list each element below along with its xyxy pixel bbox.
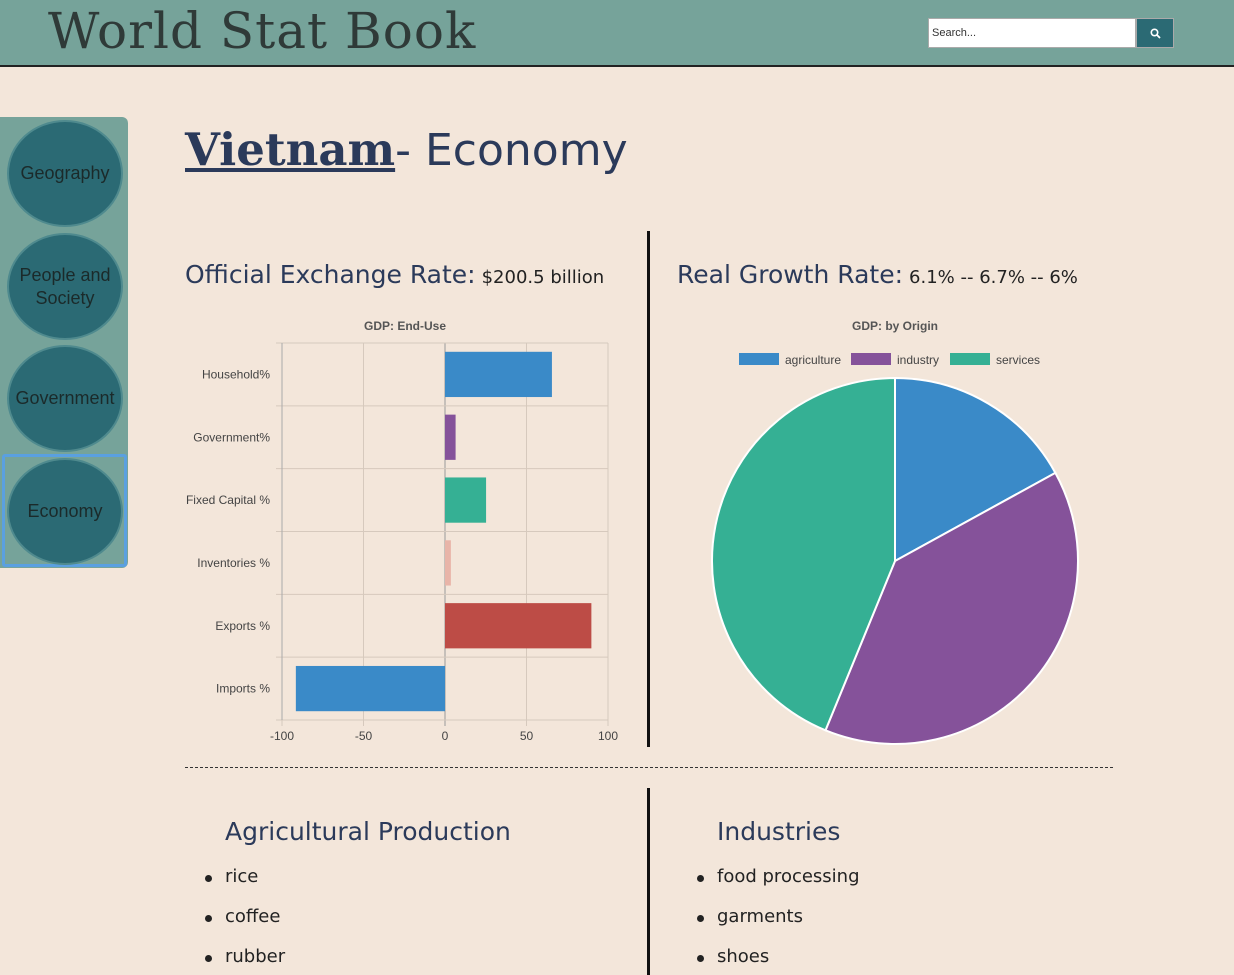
vertical-divider-top	[647, 231, 650, 747]
growth-rate-heading: Real Growth Rate: 6.1% -- 6.7% -- 6%	[677, 260, 1078, 289]
x-tick-label: -100	[270, 729, 294, 743]
site-header: World Stat Book	[0, 0, 1234, 67]
y-tick-label: Government%	[193, 430, 270, 444]
legend-swatch-industry	[851, 353, 891, 365]
chart-title: GDP: End-Use	[364, 319, 446, 333]
search-button[interactable]	[1136, 18, 1174, 48]
nav-label: People and Society	[19, 264, 111, 308]
bar-exports	[445, 603, 592, 649]
country-link[interactable]: Vietnam	[185, 123, 396, 176]
bar-fixedcapital	[445, 477, 487, 523]
y-tick-label: Imports %	[216, 682, 270, 696]
page-title-suffix: - Economy	[395, 125, 628, 176]
bar-government	[445, 414, 456, 460]
site-title[interactable]: World Stat Book	[48, 2, 477, 60]
sidebar-nav: Geography People and Society Government …	[0, 117, 128, 568]
nav-label: Government	[15, 388, 115, 408]
growth-rate-value: 6.1% -- 6.7% -- 6%	[909, 267, 1078, 288]
nav-geography[interactable]: Geography	[7, 120, 123, 227]
y-tick-label: Household%	[202, 367, 270, 381]
search-input[interactable]	[928, 18, 1136, 48]
x-tick-label: 0	[442, 729, 449, 743]
exchange-rate-heading: Official Exchange Rate: $200.5 billion	[185, 260, 604, 289]
list-item: coffee	[205, 906, 285, 946]
bar-inventories	[445, 540, 451, 586]
legend-swatch-services	[950, 353, 990, 365]
exchange-rate-value: $200.5 billion	[481, 267, 605, 288]
nav-government[interactable]: Government	[7, 345, 123, 452]
bar-imports	[295, 665, 445, 712]
search-icon	[1149, 27, 1161, 39]
growth-rate-label: Real Growth Rate:	[677, 260, 904, 289]
nav-active-highlight	[2, 454, 127, 567]
legend-label-services: services	[996, 353, 1040, 367]
legend-swatch-agriculture	[739, 353, 779, 365]
gdp-by-origin-chart: GDP: by Origin agriculture industry service…	[711, 319, 1079, 745]
nav-economy[interactable]: Economy	[7, 458, 123, 565]
nav-label: Economy	[27, 501, 103, 521]
list-item: food processing	[697, 866, 860, 906]
y-tick-label: Inventories %	[197, 556, 270, 570]
nav-label: Geography	[20, 163, 110, 183]
dashed-divider	[185, 767, 1113, 768]
y-tick-label: Fixed Capital %	[186, 493, 270, 507]
page-title: Vietnam- Economy	[185, 122, 628, 177]
agricultural-production-heading: Agricultural Production	[225, 817, 511, 846]
legend-label-agriculture: agriculture	[785, 353, 841, 367]
industries-list: food processing garments shoes	[697, 866, 860, 975]
exchange-rate-label: Official Exchange Rate:	[185, 260, 476, 289]
gdp-end-use-chart: GDP: End-Use -100 -50 0 50 100 Household% Gover…	[186, 319, 618, 743]
list-item: garments	[697, 906, 860, 946]
nav-people-and-society[interactable]: People and Society	[7, 233, 123, 340]
pie-slice-industry	[824, 471, 1079, 745]
x-tick-label: 50	[520, 729, 534, 743]
list-item: rubber	[205, 946, 285, 975]
pie-slice-services	[711, 376, 896, 732]
bar-household	[445, 351, 552, 398]
list-item: shoes	[697, 946, 860, 975]
y-tick-label: Exports %	[215, 619, 270, 633]
vertical-divider-bottom	[647, 788, 650, 975]
x-tick-label: 100	[598, 729, 618, 743]
legend-label-industry: industry	[897, 353, 939, 367]
list-item: rice	[205, 866, 285, 906]
pie-slice-agriculture	[894, 376, 1057, 563]
chart-title: GDP: by Origin	[852, 319, 938, 333]
x-tick-label: -50	[355, 729, 373, 743]
industries-heading: Industries	[717, 817, 841, 846]
agricultural-production-list: rice coffee rubber	[205, 866, 285, 975]
